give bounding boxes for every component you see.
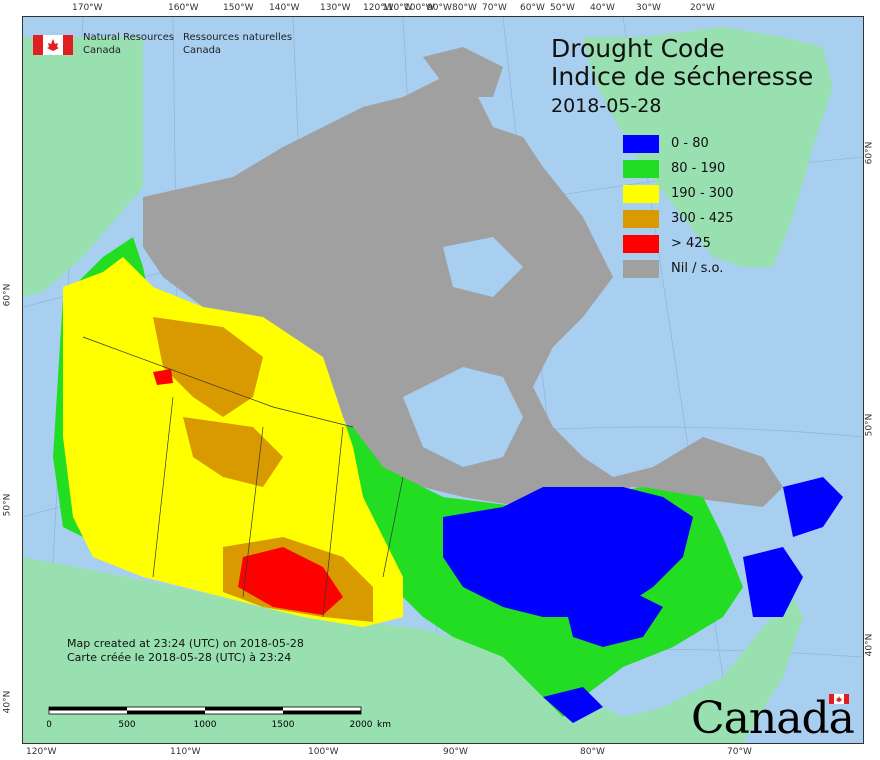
tick-label: 50°W	[550, 3, 575, 13]
scale-bar: 0 500 1000 1500 2000 km	[47, 706, 391, 730]
tick-label: 20°W	[690, 3, 715, 13]
tick-label: 160°W	[168, 3, 199, 13]
tick-label: 70°W	[482, 3, 507, 13]
map-title-en: Drought Code	[551, 34, 725, 63]
agency-name-fr: Ressources naturelles Canada	[183, 31, 313, 57]
scale-label: 1000	[194, 720, 217, 730]
tick-label: 60°N	[864, 141, 875, 165]
tick-label: 100°W	[308, 747, 339, 757]
tick-label: 50°N	[864, 413, 875, 437]
tick-label: 40°W	[590, 3, 615, 13]
legend-label: 190 - 300	[671, 186, 734, 201]
map-frame: Natural Resources Canada Ressources natu…	[22, 16, 864, 744]
tick-label: 90°W	[427, 3, 452, 13]
class-0-80	[443, 477, 843, 723]
tick-label: 50°N	[2, 493, 13, 517]
legend-swatch	[623, 210, 659, 228]
class-gt-425	[153, 369, 343, 615]
water-bodies	[403, 237, 523, 467]
tick-label: 80°W	[580, 747, 605, 757]
scale-label: 0	[47, 720, 52, 730]
tick-label: 80°W	[452, 3, 477, 13]
legend-label: 80 - 190	[671, 161, 726, 176]
legend-swatch	[623, 260, 659, 278]
tick-label: 120°W	[26, 747, 57, 757]
legend-label: Nil / s.o.	[671, 261, 724, 276]
credit-fr: Carte créée le 2018-05-28 (UTC) à 23:24	[67, 651, 292, 664]
tick-label: 70°W	[727, 747, 752, 757]
tick-label: 90°W	[443, 747, 468, 757]
scale-label: 1500	[272, 720, 295, 730]
legend-swatch	[623, 135, 659, 153]
credit-en: Map created at 23:24 (UTC) on 2018-05-28	[67, 637, 304, 650]
scale-label: 500	[118, 720, 135, 730]
agency-line: Canada	[183, 45, 222, 56]
tick-label: 150°W	[223, 3, 254, 13]
province-borders	[82, 336, 404, 618]
nil-region	[143, 47, 783, 507]
agency-line: Ressources naturelles	[183, 32, 293, 43]
foreign-land	[23, 27, 833, 743]
tick-label: 40°N	[864, 633, 875, 657]
agency-line: Canada	[83, 45, 122, 56]
legend-swatch	[623, 160, 659, 178]
tick-label: 110°W	[382, 3, 413, 13]
tick-label: 140°W	[269, 3, 300, 13]
legend-swatch	[623, 235, 659, 253]
tick-label: 110°W	[170, 747, 201, 757]
map-title-fr: Indice de sécheresse	[551, 62, 814, 91]
legend-label: 0 - 80	[671, 136, 709, 151]
tick-label: 60°N	[2, 283, 13, 307]
legend-label: 300 - 425	[671, 211, 734, 226]
scale-unit: km	[377, 720, 391, 730]
tick-label: 60°W	[520, 3, 545, 13]
map-date: 2018-05-28	[551, 95, 662, 117]
tick-label: 120°W	[363, 3, 394, 13]
legend-label: > 425	[671, 236, 711, 251]
canada-wordmark: Canada	[691, 693, 855, 744]
tick-label: 40°N	[2, 690, 13, 714]
drought-code-map	[23, 17, 863, 743]
agency-line: Natural Resources	[83, 32, 175, 43]
wordmark-flag-icon	[829, 694, 849, 704]
tick-label: 30°W	[636, 3, 661, 13]
scale-label: 2000	[350, 720, 373, 730]
map-credit: Map created at 23:24 (UTC) on 2018-05-28…	[67, 637, 304, 665]
map-title-block: Drought Code Indice de sécheresse 2018-0…	[551, 35, 813, 119]
tick-label: 170°W	[72, 3, 103, 13]
canada-flag-icon	[33, 35, 73, 55]
agency-name-en: Natural Resources Canada	[83, 31, 193, 57]
tick-label: 130°W	[320, 3, 351, 13]
legend-swatch	[623, 185, 659, 203]
tick-label: 100°W	[404, 3, 435, 13]
